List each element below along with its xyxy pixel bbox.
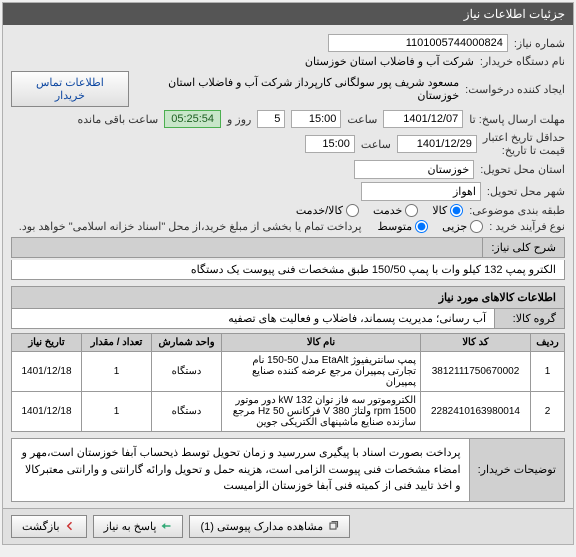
- table-row: 2 2282410163980014 الکتروموتور سه فاز تو…: [12, 392, 565, 432]
- back-label: بازگشت: [22, 520, 60, 533]
- radio-both-label: کالا/خدمت: [296, 204, 343, 217]
- cell-qty: 1: [82, 392, 152, 432]
- day-and-label: روز و: [227, 113, 251, 126]
- cell-date: 1401/12/18: [12, 392, 82, 432]
- radio-goods-input[interactable]: [450, 204, 463, 217]
- price-valid-label: حداقل تاریخ اعتبار قیمت تا تاریخ:: [483, 131, 565, 157]
- description-text: پرداخت بصورت اسناد با پیگیری سررسید و زم…: [12, 439, 469, 501]
- buyer-contact-button[interactable]: اطلاعات تماس خریدار: [11, 71, 129, 107]
- radio-both-input[interactable]: [346, 204, 359, 217]
- panel-title: جزئیات اطلاعات نیاز: [3, 3, 573, 25]
- table-row: 1 3812111750670002 پمپ سانتریفیوژ EtaAlt…: [12, 352, 565, 392]
- cell-unit: دستگاه: [152, 392, 222, 432]
- overview-text: الکترو پمپ 132 کیلو وات با پمپ 150/50 طب…: [183, 260, 564, 279]
- overview-label-row: شرح کلی نیاز:: [11, 237, 565, 258]
- time-label-1: ساعت: [347, 113, 377, 126]
- description-box: توضیحات خریدار: پرداخت بصورت اسناد با پی…: [11, 438, 565, 502]
- radio-medium-input[interactable]: [415, 220, 428, 233]
- items-section-title: اطلاعات کالاهای مورد نیاز: [11, 286, 565, 309]
- radio-minor-label: جزیی: [442, 220, 467, 233]
- time-label-2: ساعت: [361, 138, 391, 151]
- items-table: ردیف کد کالا نام کالا واحد شمارش تعداد /…: [11, 333, 565, 432]
- radio-goods-label: کالا: [432, 204, 447, 217]
- group-label: گروه کالا:: [494, 309, 564, 328]
- radio-both[interactable]: کالا/خدمت: [296, 204, 359, 217]
- col-row: ردیف: [531, 334, 565, 352]
- cell-date: 1401/12/18: [12, 352, 82, 392]
- group-row: گروه کالا: آب رسانی؛ مدیریت پسماند، فاضل…: [11, 309, 565, 329]
- col-unit: واحد شمارش: [152, 334, 222, 352]
- items-header-row: ردیف کد کالا نام کالا واحد شمارش تعداد /…: [12, 334, 565, 352]
- purchase-type-radios: جزیی متوسط: [378, 220, 484, 233]
- cell-row: 2: [531, 392, 565, 432]
- radio-medium[interactable]: متوسط: [378, 220, 429, 233]
- reply-label: پاسخ به نیاز: [104, 520, 157, 533]
- need-no-label: شماره نیاز:: [514, 37, 565, 50]
- radio-goods[interactable]: کالا: [432, 204, 463, 217]
- deadline-time: 15:00: [291, 110, 341, 128]
- col-name: نام کالا: [222, 334, 421, 352]
- cell-unit: دستگاه: [152, 352, 222, 392]
- price-valid-date: 1401/12/29: [397, 135, 477, 153]
- city-value: اهواز: [361, 182, 481, 201]
- group-value: آب رسانی؛ مدیریت پسماند، فاضلاب و فعالیت…: [12, 309, 494, 328]
- attachments-button[interactable]: مشاهده مدارک پیوستی (1): [189, 515, 350, 538]
- overview-label: شرح کلی نیاز:: [482, 238, 564, 257]
- description-label: توضیحات خریدار:: [469, 439, 564, 501]
- form-body: شماره نیاز: 1101005744000824 نام دستگاه …: [3, 25, 573, 508]
- subject-class-radios: کالا خدمت کالا/خدمت: [296, 204, 463, 217]
- buyer-org-label: نام دستگاه خریدار:: [480, 55, 565, 68]
- col-code: کد کالا: [421, 334, 531, 352]
- col-date: تاریخ نیاز: [12, 334, 82, 352]
- creator-value: مسعود شریف پور سولگانی کارپرداز شرکت آب …: [141, 76, 459, 102]
- radio-medium-label: متوسط: [378, 220, 413, 233]
- remaining-time-badge: 05:25:54: [164, 110, 221, 128]
- radio-minor[interactable]: جزیی: [442, 220, 483, 233]
- cell-code: 2282410163980014: [421, 392, 531, 432]
- subject-class-label: طبقه بندی موضوعی:: [469, 204, 565, 217]
- cell-code: 3812111750670002: [421, 352, 531, 392]
- province-value: خوزستان: [354, 160, 474, 179]
- buyer-org-value: شرکت آب و فاضلاب استان خوزستان: [305, 55, 474, 68]
- days-left: 5: [257, 110, 285, 128]
- purchase-note: پرداخت تمام یا بخشی از مبلغ خرید،از محل …: [19, 220, 362, 233]
- price-valid-time: 15:00: [305, 135, 355, 153]
- deadline-label: مهلت ارسال پاسخ: تا: [469, 113, 565, 126]
- reply-button[interactable]: پاسخ به نیاز: [93, 515, 184, 538]
- footer-toolbar: مشاهده مدارک پیوستی (1) پاسخ به نیاز باز…: [3, 508, 573, 544]
- deadline-date: 1401/12/07: [383, 110, 463, 128]
- col-qty: تعداد / مقدار: [82, 334, 152, 352]
- attachment-icon: [327, 520, 339, 532]
- back-icon: [64, 520, 76, 532]
- cell-name: پمپ سانتریفیوژ EtaAlt مدل 50-150 نام تجا…: [222, 352, 421, 392]
- radio-service-label: خدمت: [373, 204, 402, 217]
- province-label: استان محل تحویل:: [480, 163, 565, 176]
- back-button[interactable]: بازگشت: [11, 515, 87, 538]
- cell-row: 1: [531, 352, 565, 392]
- radio-service-input[interactable]: [405, 204, 418, 217]
- overview-value-row: الکترو پمپ 132 کیلو وات با پمپ 150/50 طب…: [11, 260, 565, 280]
- creator-label: ایجاد کننده درخواست:: [465, 83, 565, 96]
- city-label: شهر محل تحویل:: [487, 185, 565, 198]
- purchase-type-label: نوع فرآیند خرید :: [489, 220, 565, 233]
- radio-service[interactable]: خدمت: [373, 204, 418, 217]
- cell-name: الکتروموتور سه فاز توان kW 132 دور موتور…: [222, 392, 421, 432]
- radio-minor-input[interactable]: [470, 220, 483, 233]
- reply-icon: [160, 520, 172, 532]
- cell-qty: 1: [82, 352, 152, 392]
- remaining-suffix: ساعت باقی مانده: [77, 113, 158, 126]
- need-no-value: 1101005744000824: [328, 34, 508, 52]
- attachments-label: مشاهده مدارک پیوستی (1): [200, 520, 323, 533]
